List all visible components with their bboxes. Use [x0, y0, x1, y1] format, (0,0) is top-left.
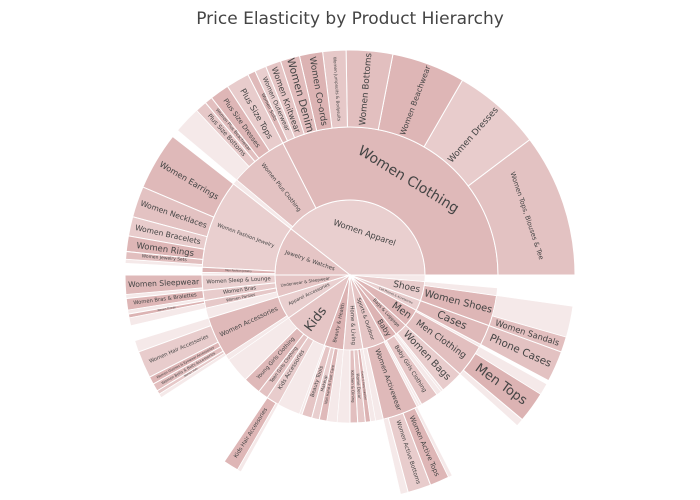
sector-label: Home & Living — [348, 305, 356, 345]
sector-label: Makeup — [320, 375, 329, 392]
sector-label: Women Hats — [183, 366, 199, 378]
sector-label: Women Sleepwear — [128, 277, 200, 289]
chart-title: Price Elasticity by Product Hierarchy — [196, 9, 504, 29]
sector-label: Women Sleep & Lounge — [206, 276, 271, 285]
sector-label: Women Thongs — [157, 306, 176, 312]
sector-label: Women Jumpsuits & Bodysuits — [332, 57, 341, 122]
sector-label: Kitchen & Dining — [350, 370, 356, 403]
sector-label: Women Panties — [226, 292, 256, 303]
sector-label: Men Fashion Jewelry — [225, 268, 252, 273]
sector-label: Nail Hand & Foot Care — [324, 364, 335, 404]
sector-label: Women Jewelry Sets — [141, 253, 187, 263]
sector-label: Home Decor — [355, 373, 362, 399]
sector-unlabeled[interactable] — [349, 274, 426, 282]
sector-label: Event & Party Supplies — [360, 371, 368, 401]
sector-label: Women Bras — [223, 285, 257, 296]
